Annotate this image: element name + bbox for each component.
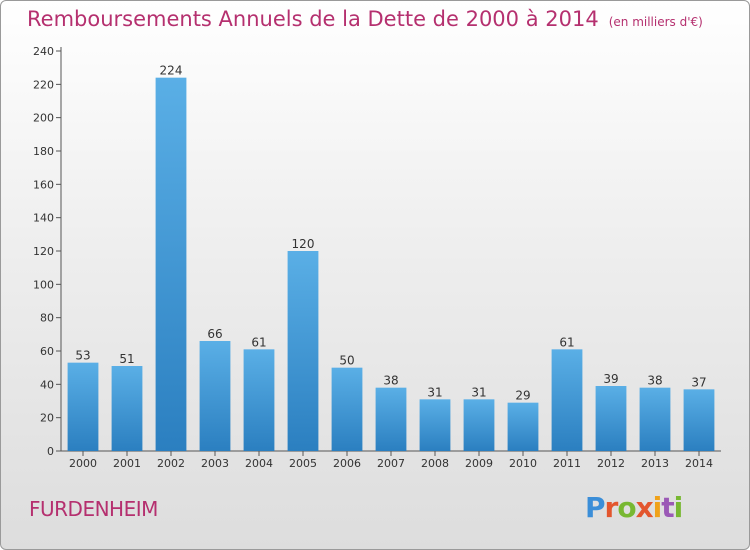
data-label-2012: 39 — [603, 372, 618, 386]
x-tick-label-2003: 2003 — [201, 457, 229, 470]
x-tick-label-2013: 2013 — [641, 457, 669, 470]
bar-2011 — [552, 349, 583, 451]
bar-2014 — [684, 389, 715, 451]
x-tick-label-2004: 2004 — [245, 457, 273, 470]
x-tick-label-2007: 2007 — [377, 457, 405, 470]
y-tick-label: 220 — [33, 78, 54, 91]
bar-2010 — [508, 403, 539, 451]
data-label-2013: 38 — [647, 374, 662, 388]
x-tick-label-2001: 2001 — [113, 457, 141, 470]
y-tick-label: 160 — [33, 178, 54, 191]
bar-chart: 0 20 40 60 80 100 120 140 160 180 200 220 240 2000 200… — [1, 1, 749, 549]
data-label-2001: 51 — [119, 352, 134, 366]
chart-bars — [68, 78, 715, 451]
y-tick-label: 60 — [40, 345, 54, 358]
bar-2009 — [464, 399, 495, 451]
x-tick-label-2002: 2002 — [157, 457, 185, 470]
data-label-2014: 37 — [691, 375, 706, 389]
bar-2000 — [68, 363, 99, 451]
data-label-2009: 31 — [471, 385, 486, 399]
x-tick-label-2014: 2014 — [685, 457, 713, 470]
proxiti-logo: Proxiti — [585, 491, 682, 524]
y-tick-label: 40 — [40, 378, 54, 391]
data-label-2007: 38 — [383, 374, 398, 388]
y-tick-label: 20 — [40, 412, 54, 425]
x-tick-label-2011: 2011 — [553, 457, 581, 470]
data-label-2005: 120 — [292, 237, 315, 251]
data-label-2000: 53 — [75, 349, 90, 363]
x-tick-label-2008: 2008 — [421, 457, 449, 470]
y-tick-label: 180 — [33, 145, 54, 158]
x-tick-label-2009: 2009 — [465, 457, 493, 470]
bar-2006 — [332, 368, 363, 451]
bar-2003 — [200, 341, 231, 451]
bar-2001 — [112, 366, 143, 451]
data-label-2006: 50 — [339, 354, 354, 368]
bar-2005 — [288, 251, 319, 451]
x-tick-label-2010: 2010 — [509, 457, 537, 470]
bar-2004 — [244, 349, 275, 451]
x-tick-label-2005: 2005 — [289, 457, 317, 470]
x-tick-label-2012: 2012 — [597, 457, 625, 470]
y-tick-label: 240 — [33, 45, 54, 58]
data-label-2004: 61 — [251, 335, 266, 349]
data-label-2011: 61 — [559, 335, 574, 349]
y-tick-label: 100 — [33, 278, 54, 291]
bar-2002 — [156, 78, 187, 451]
y-tick-label: 80 — [40, 312, 54, 325]
bar-2007 — [376, 388, 407, 451]
data-label-2003: 66 — [207, 327, 222, 341]
commune-name: FURDENHEIM — [29, 497, 158, 521]
y-tick-label: 120 — [33, 245, 54, 258]
x-tick-label-2006: 2006 — [333, 457, 361, 470]
y-tick-label: 0 — [47, 445, 54, 458]
bar-2012 — [596, 386, 627, 451]
chart-frame: Remboursements Annuels de la Dette de 20… — [0, 0, 750, 550]
bar-2013 — [640, 388, 671, 451]
y-tick-label: 140 — [33, 212, 54, 225]
bar-2008 — [420, 399, 451, 451]
y-tick-label: 200 — [33, 112, 54, 125]
data-label-2002: 224 — [160, 64, 183, 78]
data-label-2008: 31 — [427, 385, 442, 399]
data-label-2010: 29 — [515, 389, 530, 403]
x-tick-label-2000: 2000 — [69, 457, 97, 470]
